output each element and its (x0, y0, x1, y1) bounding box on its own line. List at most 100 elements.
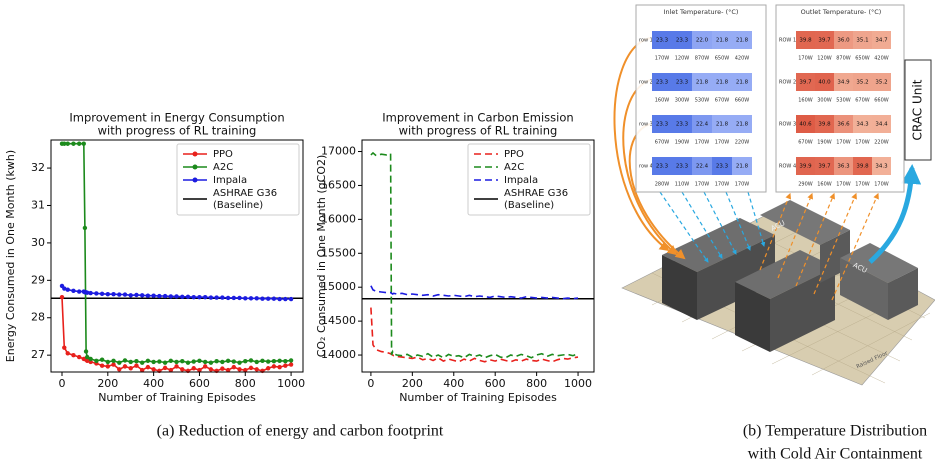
point (248, 296, 254, 301)
point (134, 358, 139, 364)
point (111, 291, 116, 297)
point (220, 359, 225, 365)
panel-title: Inlet Temperature- (°C) (664, 8, 739, 16)
point (271, 358, 277, 364)
rack-top (735, 250, 835, 299)
temp-value: 21.8 (716, 38, 729, 44)
legend-label: Impala (213, 175, 247, 186)
temp-cell (853, 115, 872, 133)
power-value: 870W (695, 56, 710, 62)
x-tick-label: 0 (367, 377, 374, 390)
temp-value: 39.7 (799, 80, 812, 86)
temp-cell (692, 157, 712, 175)
temp-cell (672, 115, 692, 133)
point (134, 363, 139, 368)
power-value: 660W (735, 98, 750, 104)
point (83, 349, 89, 354)
temp-cell (732, 73, 752, 91)
point (134, 292, 139, 298)
plot-frame (50, 139, 304, 373)
temp-value: 39.7 (818, 38, 831, 44)
point (237, 295, 242, 301)
chart-title: Improvement in Carbon Emission (382, 111, 573, 125)
point (277, 358, 282, 363)
temp-value: 21.8 (696, 80, 709, 86)
point (76, 141, 82, 146)
power-value: 170W (855, 182, 870, 188)
power-value: 160W (798, 98, 813, 104)
point (191, 366, 196, 371)
y-tick-label: 27 (31, 348, 45, 361)
legend-marker (192, 151, 198, 157)
temp-cell (796, 115, 815, 133)
temp-value: 21.8 (736, 164, 749, 170)
panel-title: Outlet Temperature- (°C) (801, 8, 882, 16)
legend-box (467, 143, 591, 216)
power-value: 660W (874, 98, 889, 104)
point (111, 362, 116, 367)
power-value: 220W (735, 140, 750, 146)
y-tick-label: 16500 (321, 178, 356, 191)
temp-value: 34.3 (856, 122, 869, 128)
point (231, 295, 237, 301)
point (191, 359, 196, 364)
power-value: 170W (874, 182, 889, 188)
temp-cell (732, 31, 752, 49)
temp-value: 21.8 (716, 122, 729, 128)
power-value: 120W (675, 56, 690, 62)
temp-value: 35.2 (875, 80, 887, 86)
temp-cell (815, 157, 834, 175)
temp-value: 21.8 (736, 38, 749, 44)
plot-frame (361, 139, 595, 373)
point (197, 358, 202, 363)
y-tick-label: 28 (31, 311, 45, 324)
point (111, 358, 116, 363)
x-tick-label: 600 (485, 377, 506, 390)
point (231, 359, 237, 364)
power-value: 420W (735, 56, 750, 62)
acu-side (840, 258, 888, 320)
temp-cell (796, 31, 815, 49)
temp-value: 34.9 (837, 80, 850, 86)
temp-value: 35.2 (856, 80, 868, 86)
power-value: 190W (675, 140, 690, 146)
point (94, 358, 99, 363)
point (139, 367, 145, 373)
temp-value: 36.3 (837, 164, 850, 170)
temp-value: 36.0 (837, 38, 850, 44)
temp-cell (853, 31, 872, 49)
point (265, 359, 271, 364)
temp-cell (712, 73, 732, 91)
point (76, 354, 82, 360)
legend-label: PPO (504, 149, 524, 160)
point (208, 360, 214, 365)
point (84, 358, 90, 363)
temp-cell (692, 73, 712, 91)
power-value: 160W (655, 98, 670, 104)
point (117, 367, 122, 372)
temp-value: 23.3 (716, 164, 729, 170)
temp-value: 35.1 (856, 38, 868, 44)
chart-title: with progress of RL training (98, 124, 257, 138)
point (128, 359, 133, 365)
point (248, 358, 254, 363)
point (288, 362, 294, 367)
outlet-lines (759, 192, 879, 301)
power-value: 110W (675, 182, 690, 188)
row-label: ROW 2 (779, 80, 796, 86)
point (288, 358, 294, 363)
point (214, 358, 219, 364)
y-tick-label: 17000 (321, 145, 356, 158)
temp-value: 40.0 (818, 80, 831, 86)
point (174, 294, 179, 299)
point (139, 293, 145, 298)
point (225, 295, 231, 301)
row-label: row 1 (639, 38, 653, 44)
point (128, 293, 133, 298)
temp-cell (815, 31, 834, 49)
point (260, 296, 265, 301)
power-value: 530W (836, 98, 851, 104)
x-tick-label: 0 (58, 377, 65, 390)
room-drawing (621, 200, 935, 386)
